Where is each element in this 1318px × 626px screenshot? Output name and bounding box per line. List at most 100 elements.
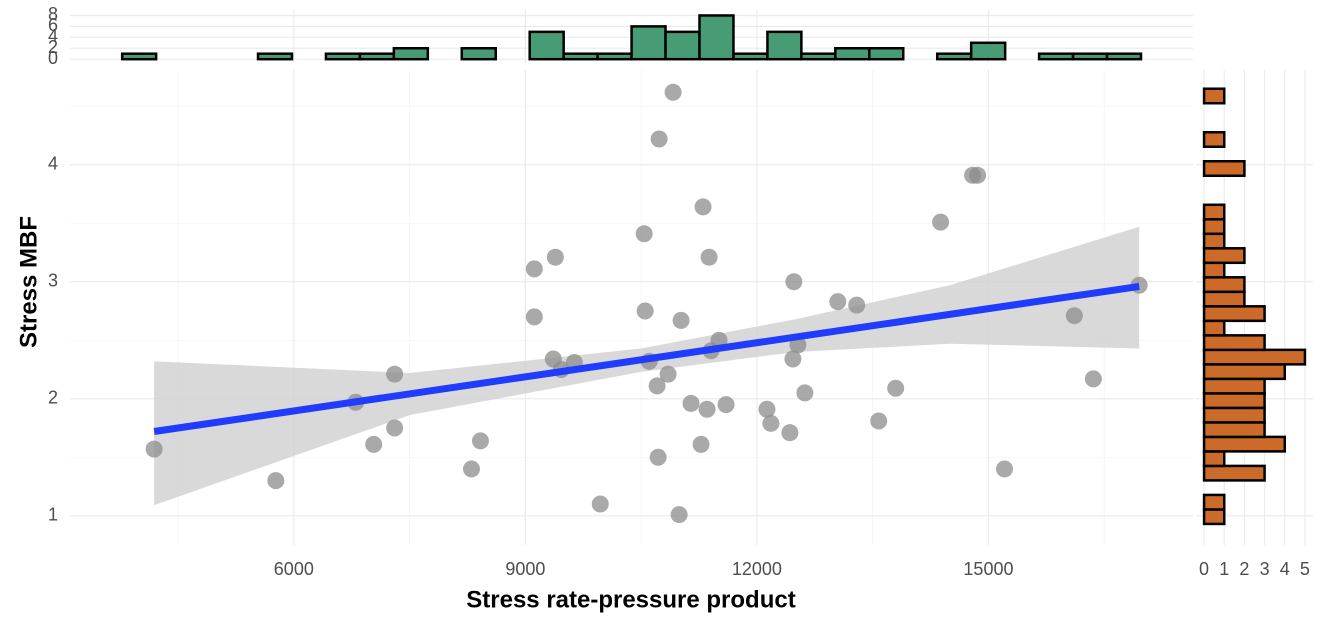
- histogram-bar: [1202, 232, 1226, 250]
- histogram-bar: [1202, 334, 1266, 352]
- histogram-bar: [120, 52, 158, 61]
- point: [848, 296, 866, 314]
- y-tick-label: 6: [48, 15, 58, 35]
- histogram-bar: [935, 52, 973, 61]
- x-tick-label: 4: [1280, 559, 1290, 579]
- histogram-bar: [732, 52, 769, 61]
- histogram-bar: [1202, 247, 1246, 265]
- point: [267, 472, 285, 490]
- point: [758, 400, 776, 418]
- histogram-bar: [1202, 493, 1226, 511]
- point: [672, 311, 690, 329]
- histogram-bar: [324, 52, 362, 61]
- histogram-bar: [1202, 508, 1226, 526]
- x-axis-title: Stress rate-pressure product: [466, 586, 795, 613]
- point: [781, 424, 799, 442]
- x-tick-label: 0: [1199, 559, 1209, 579]
- point: [796, 384, 814, 402]
- point: [659, 365, 677, 383]
- x-tick-label: 15000: [963, 559, 1013, 579]
- y-tick-label: 0: [48, 48, 58, 68]
- histogram-bar: [392, 46, 430, 61]
- point: [1084, 370, 1102, 388]
- point: [969, 166, 987, 184]
- histogram-bar: [1202, 406, 1266, 424]
- point: [829, 293, 847, 311]
- point: [664, 83, 682, 101]
- histogram-bar: [630, 25, 667, 61]
- histogram-bar: [1202, 203, 1226, 221]
- histogram-bar: [1202, 261, 1226, 279]
- x-tick-label: 6000: [274, 559, 314, 579]
- histogram-bar: [1202, 319, 1226, 337]
- point: [784, 350, 802, 368]
- histogram-bar: [358, 52, 396, 61]
- layer: [120, 14, 1307, 526]
- point: [636, 302, 654, 320]
- point: [463, 460, 481, 478]
- point: [386, 419, 404, 437]
- histogram-bar: [1202, 218, 1226, 236]
- point: [887, 379, 905, 397]
- histogram-bar: [1202, 450, 1226, 468]
- point: [635, 225, 653, 243]
- point: [670, 506, 688, 524]
- histogram-bar: [1071, 52, 1109, 61]
- histogram-bar: [460, 46, 497, 61]
- histogram-bar: [1202, 130, 1226, 148]
- point: [762, 414, 780, 432]
- histogram-bar: [1202, 392, 1266, 410]
- fit-line: [153, 282, 1140, 435]
- y-tick-label: 4: [48, 154, 58, 174]
- histogram-bar: [562, 52, 599, 61]
- histogram-bar: [868, 46, 905, 61]
- point: [648, 377, 666, 395]
- point: [1065, 307, 1083, 325]
- histogram-bar: [1202, 290, 1246, 308]
- y-axis-title: Stress MBF: [15, 216, 42, 348]
- histogram-bar: [1202, 160, 1246, 178]
- histogram-bar: [1202, 348, 1307, 366]
- point: [525, 260, 543, 278]
- point: [649, 448, 667, 466]
- histogram-bar: [664, 30, 701, 61]
- point: [932, 213, 950, 231]
- histogram-bar: [1202, 305, 1266, 323]
- point: [650, 130, 668, 148]
- histogram-bar: [834, 46, 871, 61]
- histogram-bar: [766, 30, 803, 61]
- histogram-bar: [1202, 377, 1266, 395]
- y-tick-label: 8: [48, 4, 58, 24]
- histogram-bar: [1202, 87, 1226, 105]
- histogram-bar: [1202, 421, 1266, 439]
- point: [698, 400, 716, 418]
- point: [870, 412, 888, 430]
- y-tick-label: 3: [48, 271, 58, 291]
- point: [694, 198, 712, 216]
- y-tick-label: 1: [48, 505, 58, 525]
- x-tick-label: 9000: [505, 559, 545, 579]
- y-tick-label: 2: [48, 37, 58, 57]
- histogram-bar: [528, 30, 565, 61]
- histogram-bar: [1202, 464, 1266, 482]
- y-tick-label: 4: [48, 26, 58, 46]
- point: [546, 248, 564, 266]
- x-tick-label: 12000: [732, 559, 782, 579]
- histogram-bar: [698, 14, 735, 61]
- histogram-bar: [596, 52, 633, 61]
- point: [525, 308, 543, 326]
- point: [386, 365, 404, 383]
- histogram-bar: [1105, 52, 1143, 61]
- point: [682, 394, 700, 412]
- histogram-bar: [969, 41, 1007, 61]
- point: [692, 435, 710, 453]
- x-tick-label: 2: [1239, 559, 1249, 579]
- x-tick-label: 1: [1219, 559, 1229, 579]
- x-tick-label: 5: [1300, 559, 1310, 579]
- histogram-bar: [1202, 435, 1287, 453]
- point: [785, 273, 803, 291]
- point: [591, 495, 609, 513]
- point: [717, 396, 735, 414]
